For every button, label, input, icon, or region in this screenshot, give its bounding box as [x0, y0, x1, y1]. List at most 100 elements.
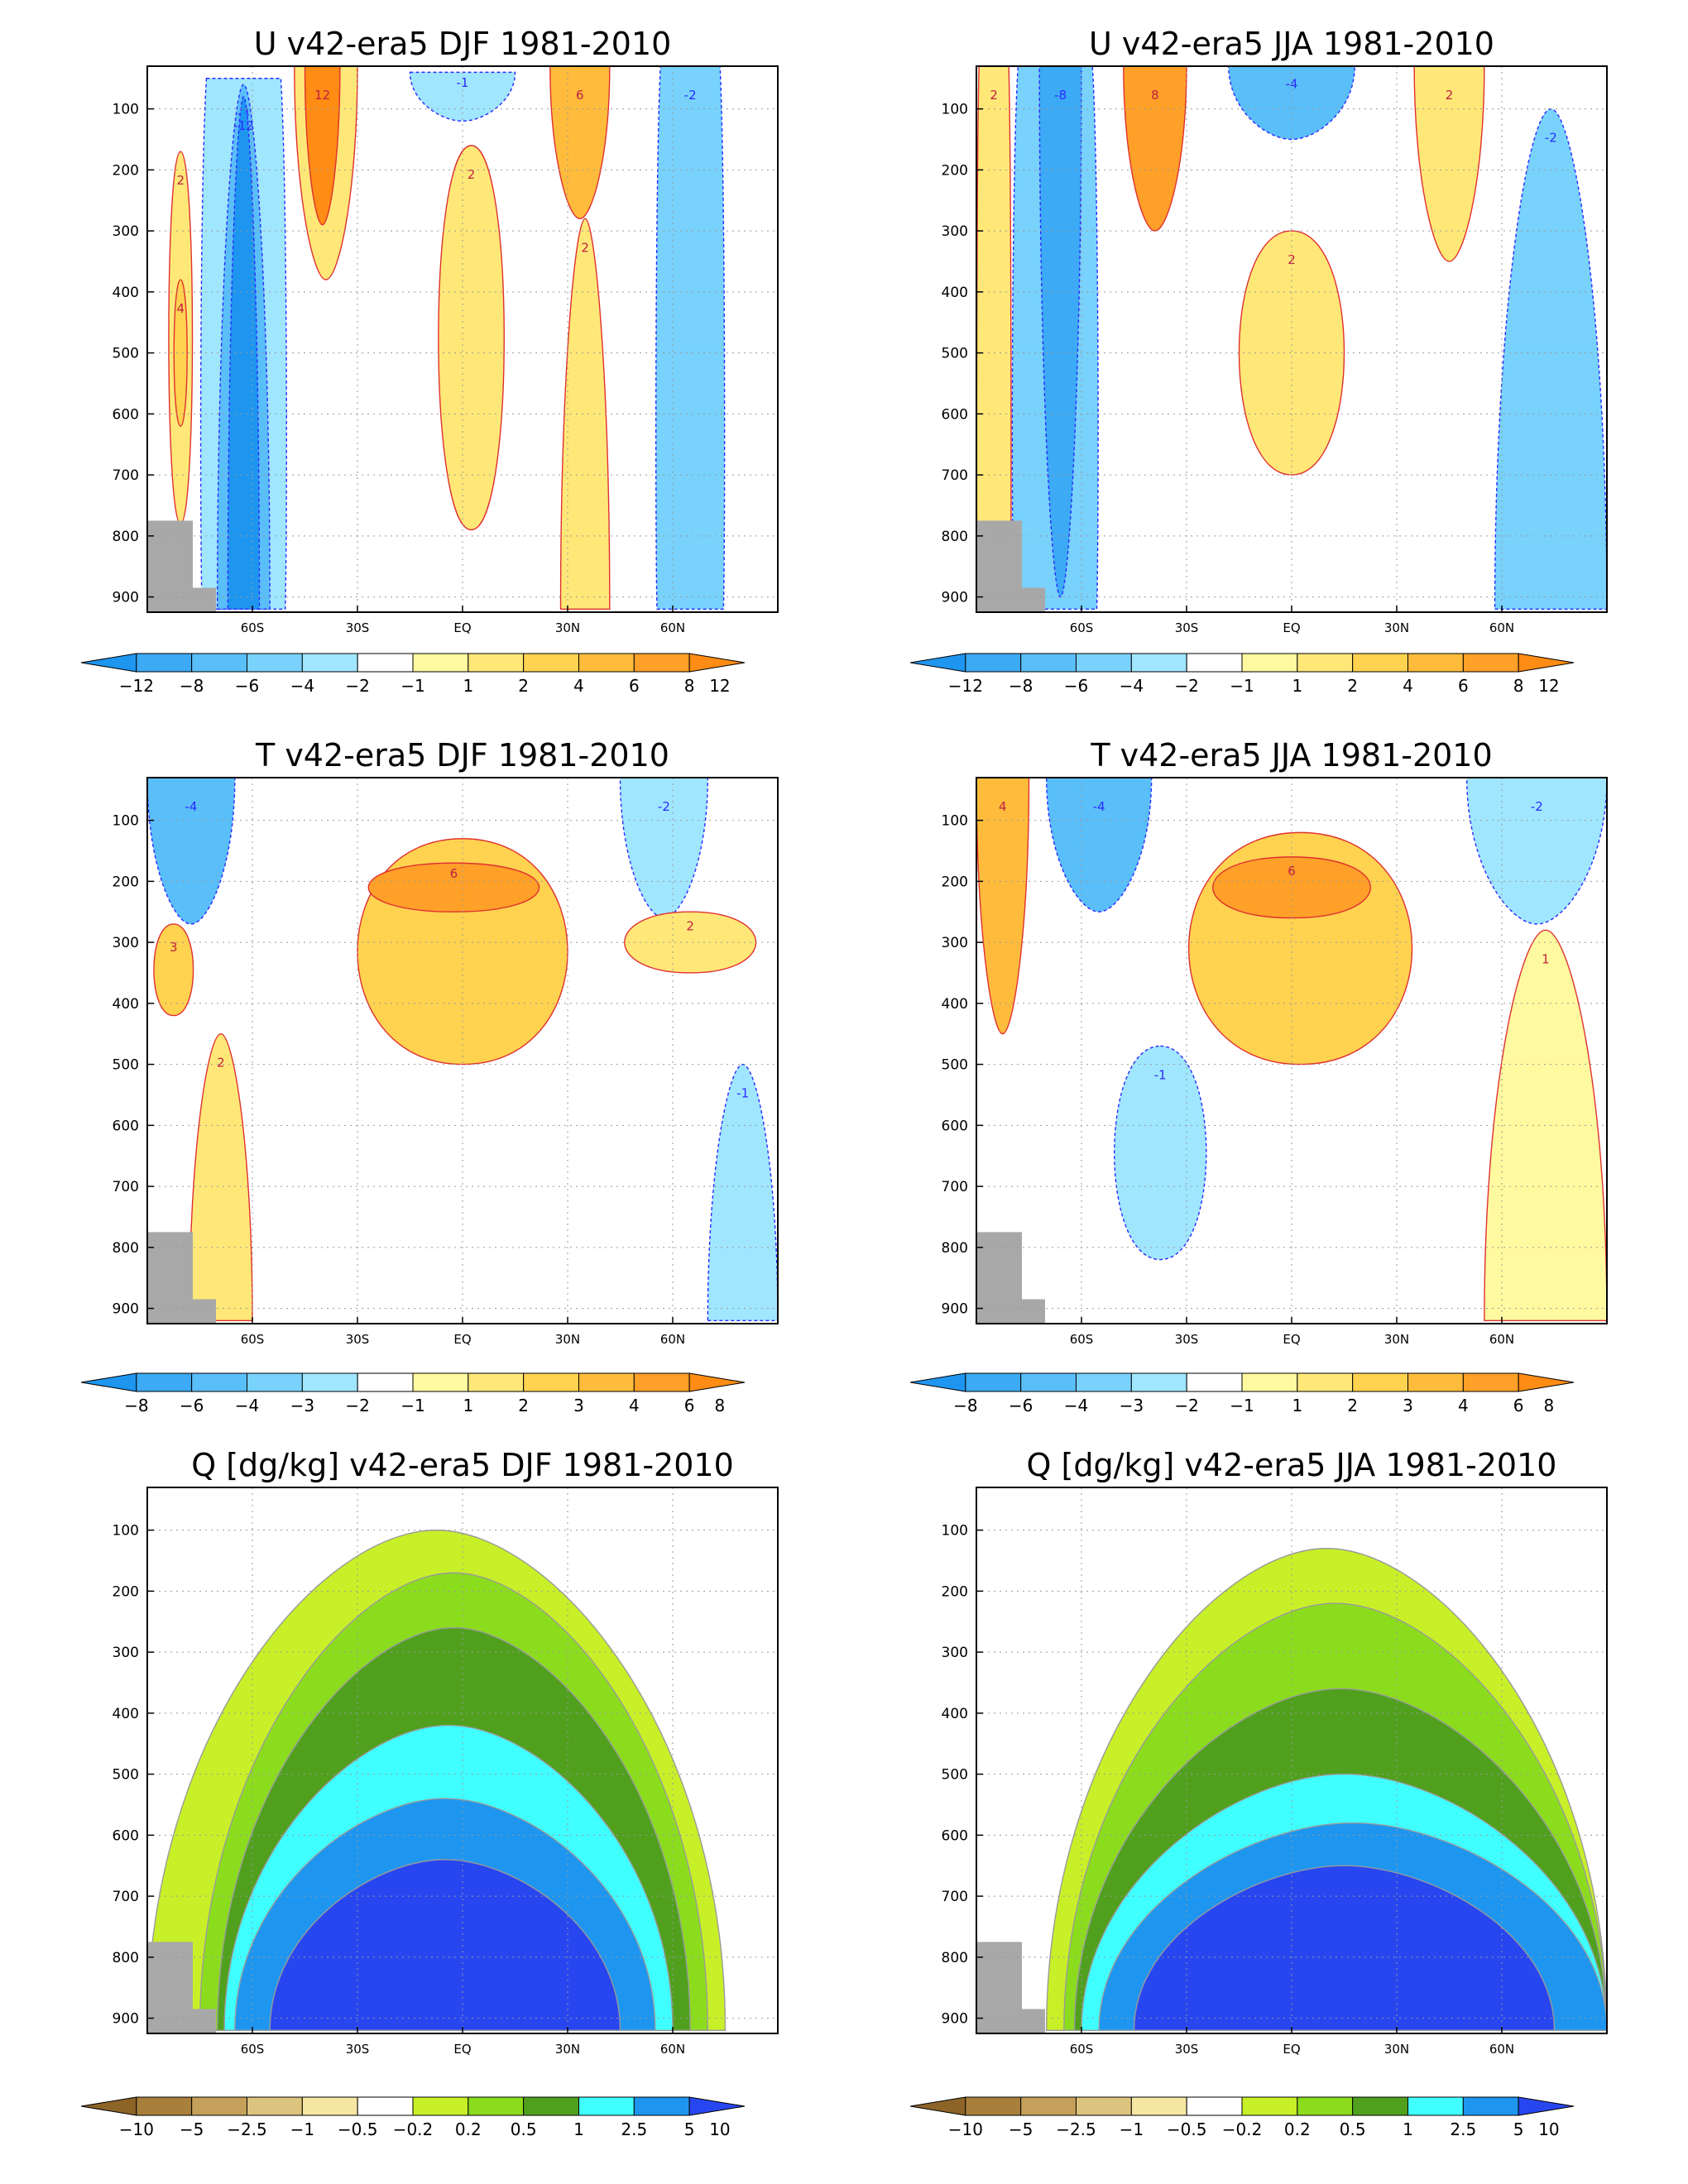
colorbar-label: 12 — [709, 676, 730, 696]
x-tick-label: 60S — [1070, 1332, 1094, 1347]
colorbar-swatch — [1076, 1372, 1132, 1392]
x-tick-label: 30S — [1175, 2042, 1199, 2057]
colorbar-label: −5 — [180, 2119, 204, 2139]
y-tick-label: 400 — [942, 285, 968, 301]
y-tick-label: 900 — [113, 1301, 139, 1318]
colorbar-swatch — [1130, 1372, 1187, 1392]
y-tick-label: 800 — [942, 1950, 968, 1966]
y-tick-label: 800 — [942, 1240, 968, 1257]
y-tick-label: 200 — [113, 162, 139, 179]
colorbar-label: −0.5 — [338, 2119, 378, 2139]
x-tick-label: 60S — [241, 1332, 265, 1347]
y-tick-label: 900 — [942, 1301, 968, 1318]
y-tick-label: 600 — [113, 1118, 139, 1134]
y-tick-label: 900 — [113, 2011, 139, 2028]
contour-region — [304, 66, 341, 226]
orography-mask — [976, 1942, 1045, 2033]
colorbar-swatch — [633, 2096, 690, 2116]
y-tick-label: 700 — [942, 1179, 968, 1195]
colorbar-label: 8 — [1513, 676, 1524, 696]
x-tick-label: EQ — [1283, 2042, 1300, 2057]
chart-title: U v42-era5 JJA 1981-2010 — [1089, 26, 1494, 62]
colorbar-swatch — [1241, 653, 1298, 673]
contour-label: 2 — [686, 918, 694, 933]
colorbar-label: 3 — [573, 1396, 584, 1415]
chart-panel-t-jja: -4 4 3 6 -2 1 -1 100 200 300 400 500 600 700 800 900 60S… — [909, 737, 1608, 1415]
colorbar-swatch — [633, 1372, 690, 1392]
colorbar-swatch — [1020, 2096, 1077, 2116]
colorbar-swatch — [468, 2096, 525, 2116]
colorbar-label: 5 — [684, 2119, 695, 2139]
chart-title: T v42-era5 DJF 1981-2010 — [255, 737, 669, 774]
contour-region — [269, 1859, 621, 2032]
colorbar-swatch — [357, 2096, 414, 2116]
colorbar-label: 10 — [1538, 2119, 1559, 2139]
colorbar-swatch — [80, 653, 137, 673]
contour-label: 3 — [170, 940, 178, 955]
contour-region — [1413, 66, 1485, 262]
y-tick-label: 600 — [942, 406, 968, 423]
colorbar-label: −1 — [1120, 2119, 1144, 2139]
colorbar-label: −8 — [124, 1396, 148, 1415]
y-tick-label: 200 — [113, 874, 139, 890]
contour-label: -2 — [684, 88, 697, 103]
colorbar-swatch — [191, 1372, 248, 1392]
chart-title: T v42-era5 JJA 1981-2010 — [1090, 737, 1492, 774]
y-tick-label: 800 — [942, 529, 968, 545]
colorbar-swatch — [688, 2096, 746, 2116]
colorbar-label: 4 — [573, 676, 584, 696]
y-tick-label: 500 — [942, 1767, 968, 1784]
colorbar-label: −4 — [1064, 1396, 1088, 1415]
contour-region — [655, 66, 726, 611]
y-tick-label: 100 — [113, 813, 139, 830]
x-tick-label: 30S — [1175, 1332, 1199, 1347]
colorbar-swatch — [523, 2096, 580, 2116]
colorbar-swatch — [1462, 653, 1519, 673]
colorbar-swatch — [1518, 2096, 1575, 2116]
x-tick-label: 30S — [346, 1332, 370, 1347]
x-tick-label: 60N — [1489, 620, 1514, 635]
y-tick-label: 300 — [113, 223, 139, 240]
y-tick-label: 500 — [113, 346, 139, 362]
contour-region — [1123, 66, 1187, 232]
colorbar-swatch — [1076, 653, 1132, 673]
y-tick-label: 300 — [942, 1645, 968, 1661]
y-tick-label: 200 — [113, 1583, 139, 1600]
contour-region — [624, 911, 756, 974]
colorbar-label: 10 — [709, 2119, 730, 2139]
colorbar-label: −5 — [1009, 2119, 1033, 2139]
y-tick-label: 500 — [113, 1057, 139, 1074]
colorbar-label: −2 — [1174, 676, 1198, 696]
colorbar: −12 −8 −6 −4 −2 −1 1 2 4 6 8 12 — [909, 653, 1575, 696]
colorbar-swatch — [1130, 653, 1187, 673]
contour-region — [976, 778, 1030, 1035]
colorbar-swatch — [247, 653, 303, 673]
y-tick-label: 900 — [942, 590, 968, 606]
colorbar-label: −0.2 — [393, 2119, 434, 2139]
y-tick-label: 200 — [942, 874, 968, 890]
y-tick-label: 900 — [113, 590, 139, 606]
contour-label: 2 — [468, 167, 476, 182]
colorbar-swatch — [523, 653, 580, 673]
colorbar-swatch — [1352, 653, 1408, 673]
y-tick-label: 300 — [113, 1645, 139, 1661]
colorbar-swatch — [1020, 1372, 1077, 1392]
colorbar-swatch — [1186, 653, 1243, 673]
colorbar-label: 6 — [684, 1396, 695, 1415]
y-tick-label: 400 — [942, 1706, 968, 1722]
x-tick-label: 60S — [1070, 2042, 1094, 2057]
chart-title: Q [dg/kg] v42-era5 JJA 1981-2010 — [1027, 1447, 1557, 1483]
x-tick-label: 60N — [660, 2042, 685, 2057]
colorbar-label: −6 — [180, 1396, 204, 1415]
colorbar-label: 0.5 — [511, 2119, 537, 2139]
colorbar-swatch — [1241, 1372, 1298, 1392]
colorbar-label: −2 — [1174, 1396, 1198, 1415]
colorbar-label: 12 — [1538, 676, 1559, 696]
colorbar-label: 3 — [1403, 1396, 1413, 1415]
colorbar-label: −2.5 — [227, 2119, 267, 2139]
colorbar-label: 6 — [629, 676, 640, 696]
colorbar-label: −6 — [235, 676, 259, 696]
grid — [976, 778, 1607, 1324]
colorbar: −8 −6 −4 −3 −2 −1 1 2 3 4 6 8 — [80, 1372, 746, 1415]
